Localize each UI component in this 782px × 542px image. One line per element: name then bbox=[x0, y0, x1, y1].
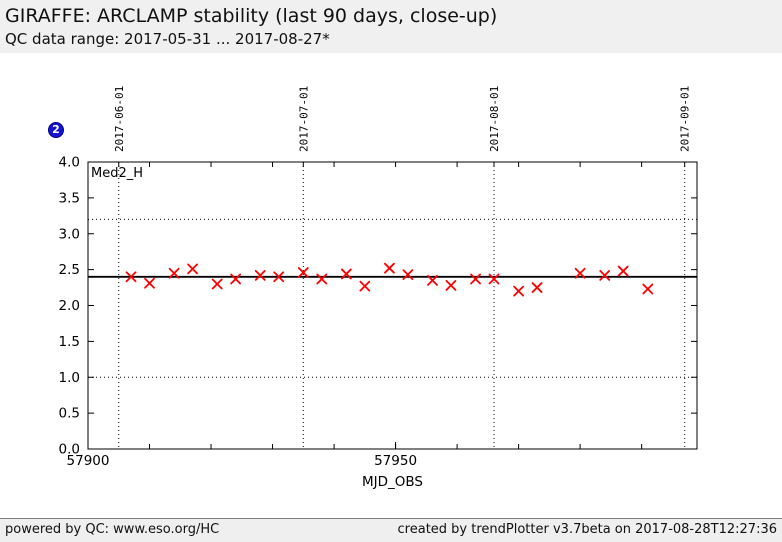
y-tick-label: 1.5 bbox=[59, 334, 80, 350]
data-point bbox=[574, 267, 586, 279]
y-tick-label: 3.5 bbox=[59, 190, 80, 206]
series-label: Med2_H bbox=[91, 166, 143, 181]
data-point bbox=[340, 268, 352, 280]
data-point bbox=[488, 273, 500, 285]
x-tick-label: 57950 bbox=[374, 453, 417, 469]
footer-created-by: created by trendPlotter v3.7beta on 2017… bbox=[397, 522, 777, 537]
date-tick-label: 2017-07-01 bbox=[297, 86, 310, 152]
footer-bar: powered by QC: www.eso.org/HC created by… bbox=[0, 518, 782, 542]
y-tick-label: 2.0 bbox=[59, 298, 80, 314]
x-axis-label: MJD_OBS bbox=[362, 474, 423, 490]
data-point bbox=[384, 262, 395, 274]
data-point bbox=[168, 267, 180, 279]
y-tick-label: 0.5 bbox=[59, 406, 80, 422]
data-point bbox=[531, 282, 543, 293]
y-tick-label: 0.0 bbox=[59, 442, 80, 458]
data-point bbox=[125, 271, 137, 283]
plot-border bbox=[87, 161, 698, 450]
data-point bbox=[297, 267, 309, 278]
x-tick-label: 57900 bbox=[67, 453, 110, 469]
y-tick-label: 1.0 bbox=[59, 370, 80, 386]
data-point bbox=[427, 274, 438, 286]
date-tick-label: 2017-08-01 bbox=[488, 86, 501, 152]
data-point bbox=[617, 265, 629, 277]
date-tick-label: 2017-06-01 bbox=[113, 86, 126, 152]
data-point bbox=[402, 269, 414, 281]
y-tick-label: 2.5 bbox=[59, 262, 80, 278]
data-point bbox=[599, 269, 611, 281]
title-bar: GIRAFFE: ARCLAMP stability (last 90 days… bbox=[0, 0, 782, 53]
data-point bbox=[187, 263, 198, 275]
data-point bbox=[144, 277, 155, 289]
data-point bbox=[642, 283, 654, 295]
y-tick-label: 4.0 bbox=[59, 155, 80, 171]
data-point bbox=[230, 273, 242, 285]
qc-data-range: QC data range: 2017-05-31 ... 2017-08-27… bbox=[5, 30, 330, 48]
data-point bbox=[211, 278, 223, 290]
data-point bbox=[513, 285, 525, 297]
page-title: GIRAFFE: ARCLAMP stability (last 90 days… bbox=[5, 5, 498, 27]
data-point bbox=[470, 273, 481, 285]
data-point bbox=[273, 271, 285, 283]
data-point bbox=[316, 273, 328, 285]
footer-powered-by-link[interactable]: powered by QC: www.eso.org/HC bbox=[5, 522, 220, 537]
data-point bbox=[359, 280, 371, 292]
date-tick-label: 2017-09-01 bbox=[679, 86, 692, 152]
data-point bbox=[445, 280, 457, 291]
plot-index-badge[interactable]: 2 bbox=[48, 122, 64, 138]
y-tick-label: 3.0 bbox=[59, 226, 80, 242]
data-point bbox=[254, 269, 266, 281]
